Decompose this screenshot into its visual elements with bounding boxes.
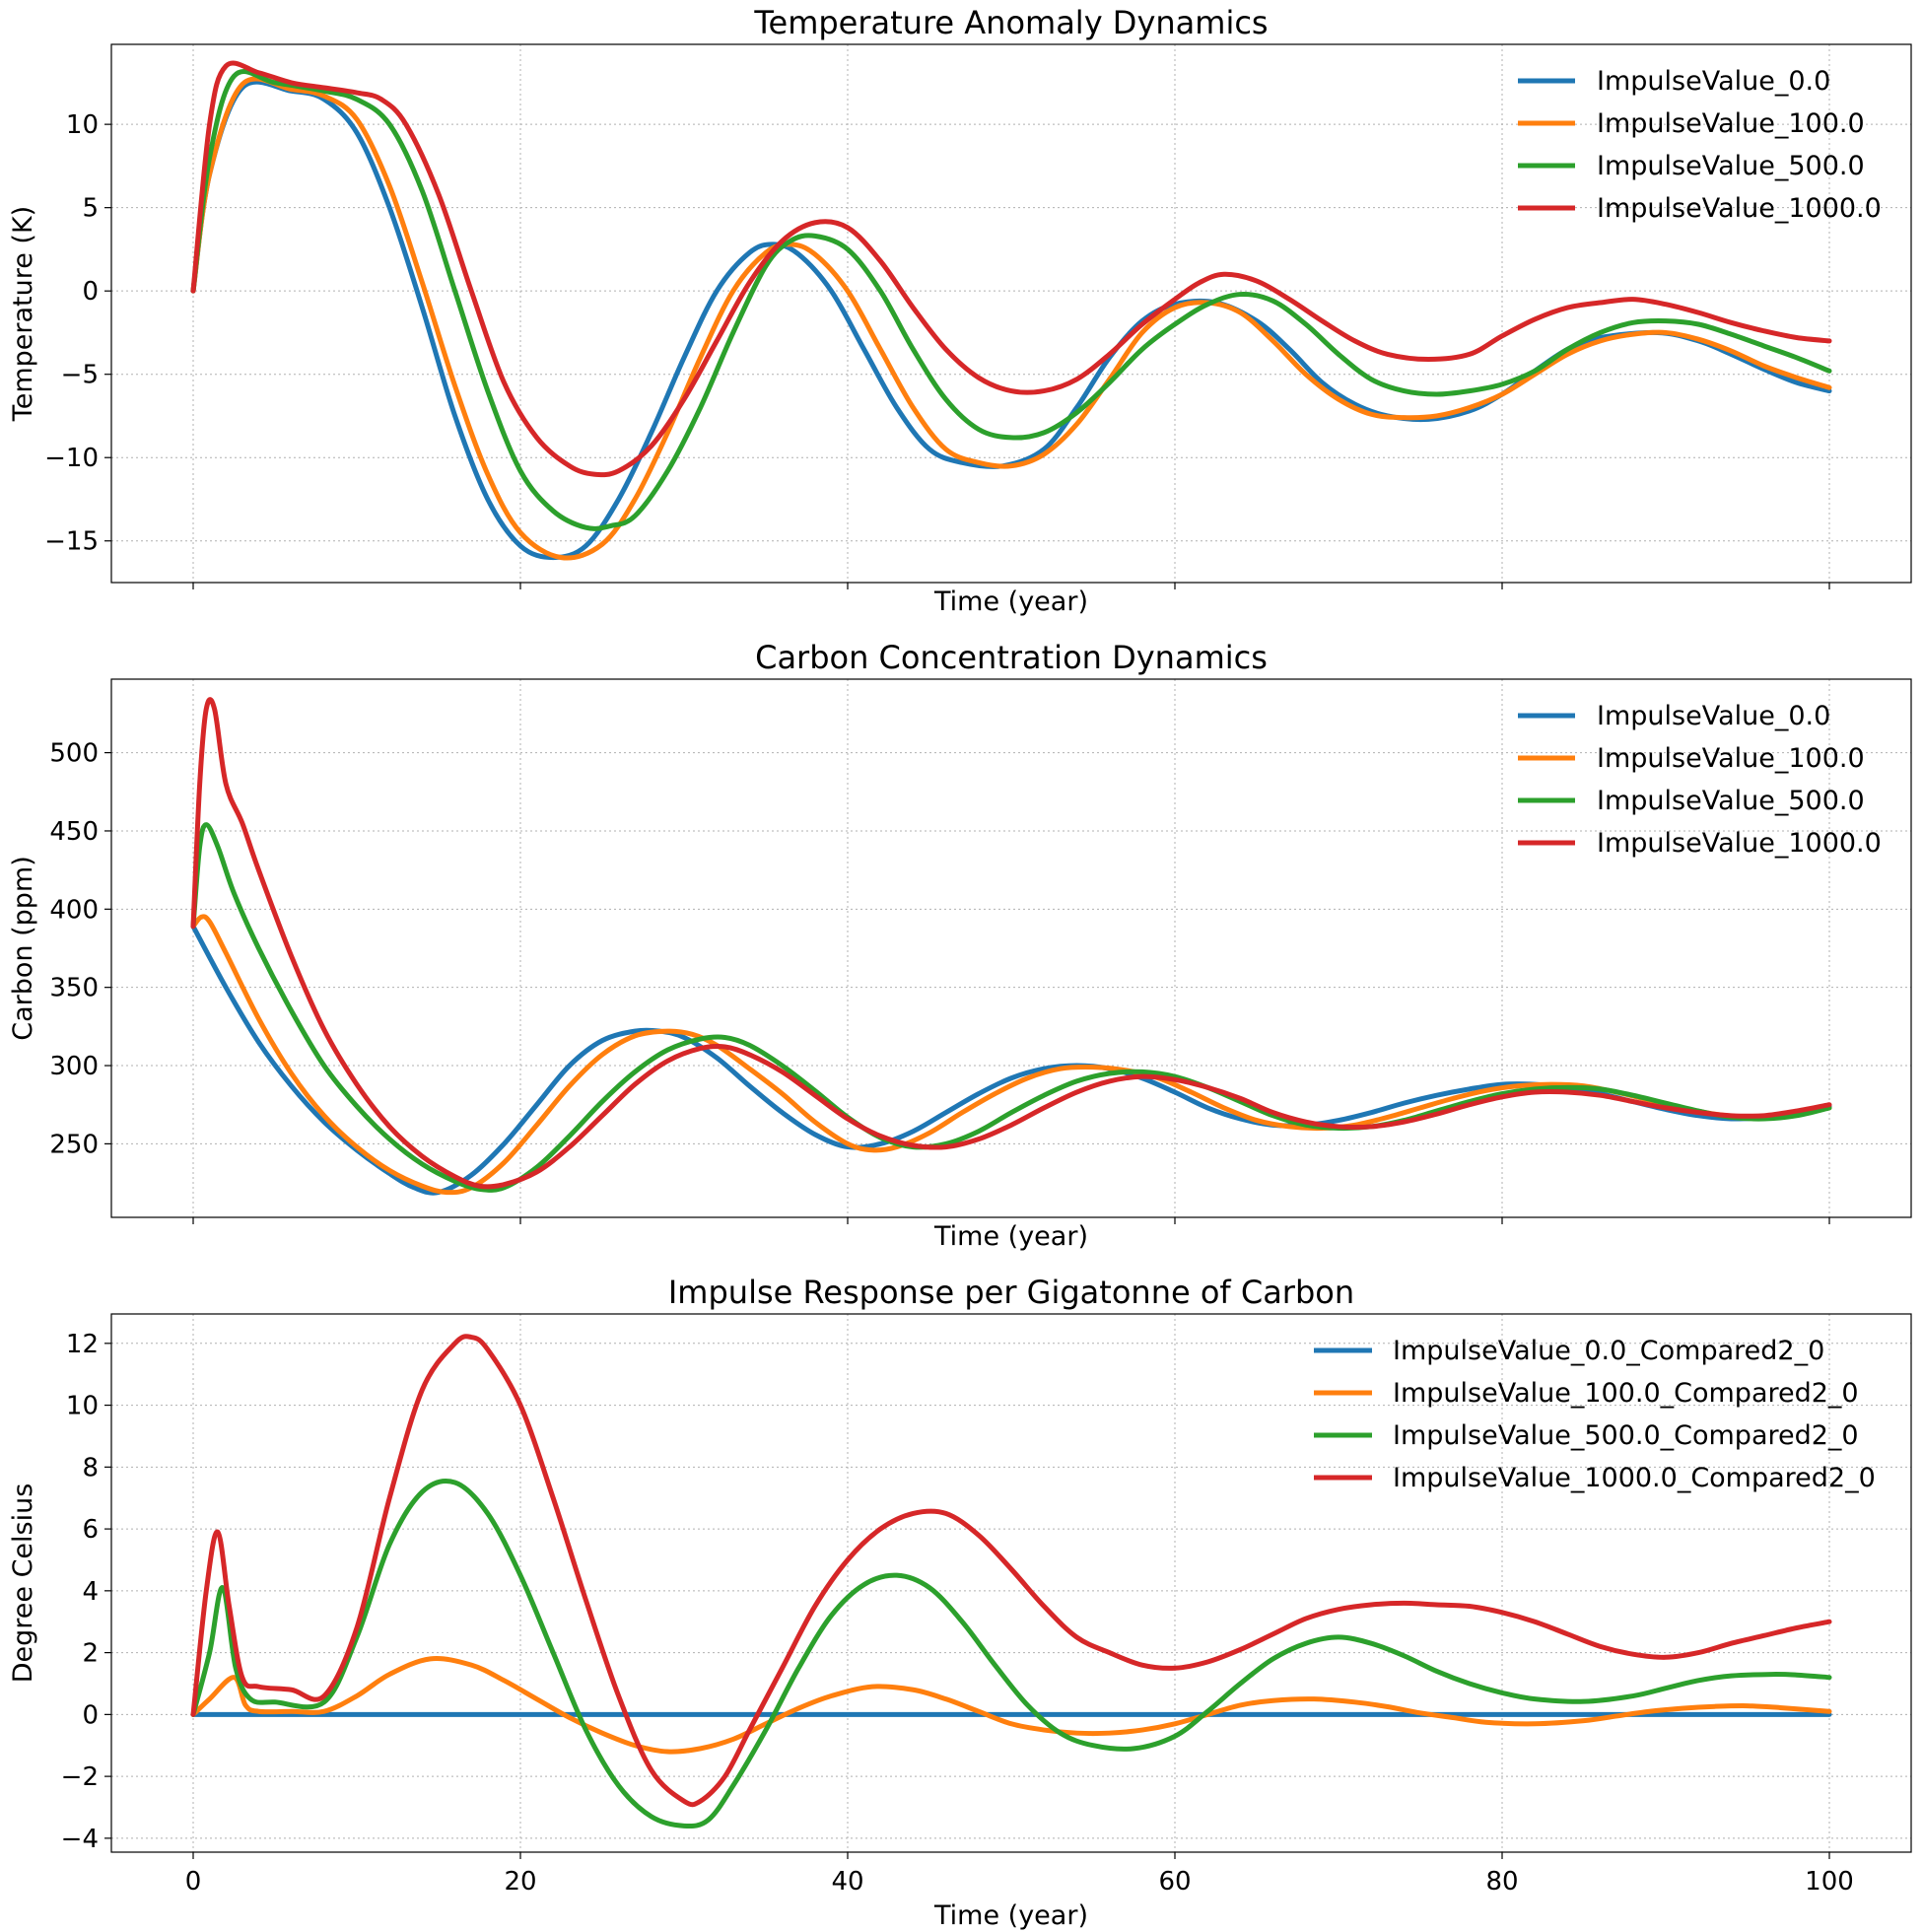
- impulse-response-x-tick-label: 100: [1805, 1867, 1854, 1897]
- temperature-x-axis-label: Time (year): [933, 586, 1088, 617]
- temperature-y-tick-label: 10: [66, 110, 99, 140]
- carbon-y-tick-label: 500: [49, 739, 99, 769]
- impulse-response-y-tick-label: 6: [82, 1515, 99, 1545]
- impulse-response-title: Impulse Response per Gigatonne of Carbon: [668, 1274, 1354, 1311]
- impulse-response-x-tick-label: 40: [831, 1867, 863, 1897]
- temperature-series-line-3: [190, 60, 1832, 478]
- temperature-y-tick-label: −5: [61, 361, 99, 390]
- carbon-y-tick-label: 350: [49, 974, 99, 1003]
- carbon-title: Carbon Concentration Dynamics: [755, 639, 1268, 676]
- impulse-response-y-tick-label: 0: [82, 1700, 99, 1730]
- carbon-legend-label-1: ImpulseValue_100.0: [1597, 743, 1865, 774]
- carbon-y-tick-label: 400: [49, 895, 99, 925]
- carbon-series-line-0: [190, 924, 1832, 1196]
- impulse-response-series-group: [190, 1334, 1832, 1829]
- impulse-response-legend-label-2: ImpulseValue_500.0_Compared2_0: [1393, 1420, 1859, 1451]
- carbon-series-group: [190, 697, 1832, 1196]
- temperature-y-tick-label: −15: [44, 527, 99, 557]
- carbon-series-line-2: [190, 822, 1832, 1193]
- impulse-response-x-tick-label: 0: [185, 1867, 202, 1897]
- temperature-legend-label-0: ImpulseValue_0.0: [1597, 66, 1830, 97]
- carbon-x-axis-label: Time (year): [933, 1221, 1088, 1252]
- temperature-y-tick-label: 0: [82, 277, 99, 307]
- temperature-y-tick-label: −10: [44, 444, 99, 473]
- impulse-response-legend: ImpulseValue_0.0_Compared2_0 ImpulseValue…: [1314, 1336, 1876, 1493]
- temperature-legend-label-1: ImpulseValue_100.0: [1597, 108, 1865, 139]
- carbon-series-line-1: [190, 914, 1832, 1196]
- temperature-legend-label-3: ImpulseValue_1000.0: [1597, 193, 1882, 224]
- impulse-response-legend-label-3: ImpulseValue_1000.0_Compared2_0: [1393, 1463, 1876, 1493]
- impulse-response-y-axis-label: Degree Celsius: [8, 1484, 38, 1684]
- impulse-response-y-tick-label: −4: [61, 1825, 99, 1854]
- impulse-response-y-tick-label: 8: [82, 1453, 99, 1483]
- impulse-response-y-tick-label: 12: [66, 1330, 99, 1359]
- carbon-legend-label-2: ImpulseValue_500.0: [1597, 786, 1865, 816]
- carbon-y-tick-label: 300: [49, 1052, 99, 1081]
- impulse-response-x-tick-label: 20: [504, 1867, 536, 1897]
- temperature-axes-frame: [110, 43, 1912, 584]
- temperature-y-tick-label: 5: [82, 194, 99, 224]
- temperature-legend: ImpulseValue_0.0 ImpulseValue_100.0 Impuls…: [1518, 66, 1882, 224]
- subplot-temperature: −15 −10 −5 0 5 10 Temperature Anomaly Dynamics…: [8, 4, 1912, 617]
- impulse-response-y-tick-label: 4: [82, 1577, 99, 1607]
- impulse-response-series-line-2: [190, 1478, 1832, 1829]
- temperature-series-line-1: [190, 76, 1832, 561]
- temperature-y-axis-label: Temperature (K): [8, 206, 38, 422]
- subplot-carbon: 250 300 350 400 450 500 Carbon Concentration D…: [8, 639, 1912, 1252]
- impulse-response-series-line-1: [190, 1656, 1832, 1755]
- carbon-legend-label-0: ImpulseValue_0.0: [1597, 701, 1830, 731]
- impulse-response-legend-label-0: ImpulseValue_0.0_Compared2_0: [1393, 1336, 1824, 1366]
- impulse-response-axes-frame: [110, 1313, 1912, 1853]
- impulse-response-series-line-3: [190, 1334, 1832, 1808]
- carbon-legend: ImpulseValue_0.0 ImpulseValue_100.0 Impuls…: [1518, 701, 1882, 859]
- carbon-series-line-3: [190, 697, 1832, 1190]
- carbon-y-tick-label: 250: [49, 1130, 99, 1159]
- carbon-legend-label-3: ImpulseValue_1000.0: [1597, 828, 1882, 859]
- temperature-legend-label-2: ImpulseValue_500.0: [1597, 151, 1865, 181]
- impulse-response-y-tick-label: −2: [61, 1762, 99, 1792]
- carbon-axes-frame: [110, 678, 1912, 1218]
- impulse-response-x-tick-label: 60: [1158, 1867, 1191, 1897]
- impulse-response-x-tick-label: 80: [1485, 1867, 1518, 1897]
- impulse-response-y-tick-label: 2: [82, 1639, 99, 1669]
- impulse-response-legend-label-1: ImpulseValue_100.0_Compared2_0: [1393, 1378, 1859, 1409]
- temperature-series-line-0: [190, 79, 1832, 561]
- impulse-response-x-axis-label: Time (year): [933, 1900, 1088, 1931]
- temperature-title: Temperature Anomaly Dynamics: [753, 4, 1268, 41]
- impulse-response-y-tick-label: 10: [66, 1392, 99, 1421]
- carbon-y-axis-label: Carbon (ppm): [8, 856, 38, 1041]
- temperature-series-group: [190, 60, 1832, 561]
- carbon-y-tick-label: 450: [49, 817, 99, 847]
- subplot-impulse-response: 0 20 40 60 80 100 −4 −2 0 2 4 6 8 10 12 Impulse Respons…: [8, 1274, 1912, 1931]
- temperature-series-line-2: [190, 68, 1832, 531]
